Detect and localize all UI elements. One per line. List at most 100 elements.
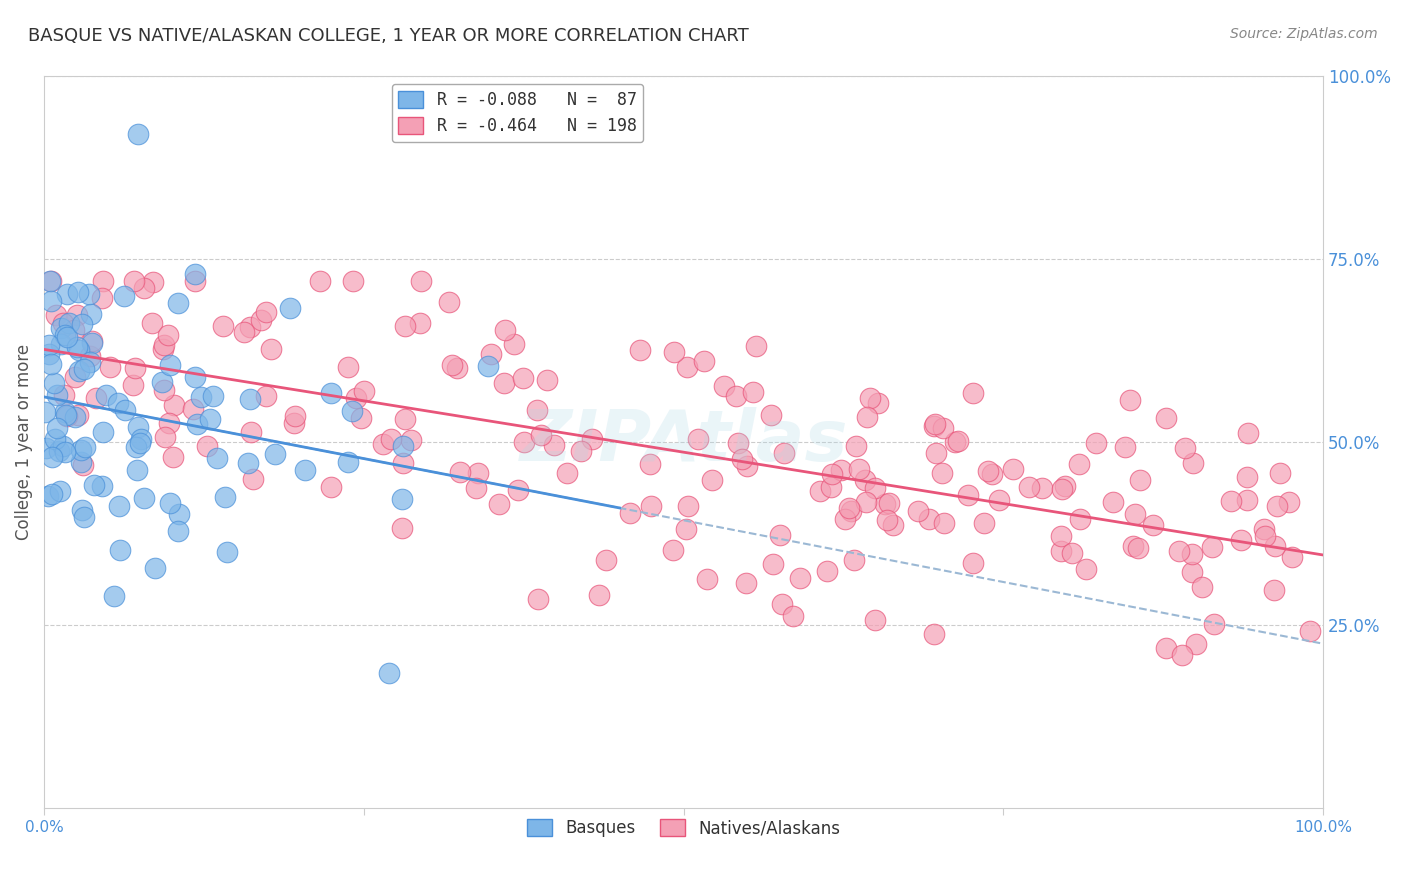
Point — [1114, 440, 1136, 454]
Point — [569, 443, 592, 458]
Point — [924, 446, 946, 460]
Point — [1236, 493, 1258, 508]
Point — [619, 506, 641, 520]
Point — [918, 512, 941, 526]
Point — [536, 373, 558, 387]
Point — [69, 364, 91, 378]
Point — [134, 281, 156, 295]
Point — [46, 387, 69, 401]
Point — [121, 377, 143, 392]
Point — [543, 438, 565, 452]
Point — [65, 340, 87, 354]
Point — [39, 357, 62, 371]
Point — [1171, 648, 1194, 662]
Point — [924, 419, 946, 434]
Point — [132, 491, 155, 506]
Point — [39, 274, 62, 288]
Point — [236, 456, 259, 470]
Point — [319, 480, 342, 494]
Point — [924, 417, 946, 431]
Point — [166, 524, 188, 538]
Point — [38, 346, 60, 360]
Point — [980, 467, 1002, 482]
Point — [283, 417, 305, 431]
Point — [159, 359, 181, 373]
Point — [855, 494, 877, 508]
Point — [37, 489, 59, 503]
Point — [110, 543, 132, 558]
Point — [91, 291, 114, 305]
Point — [762, 558, 785, 572]
Point — [742, 384, 765, 399]
Point — [1050, 483, 1073, 497]
Point — [628, 343, 651, 358]
Point — [278, 301, 301, 316]
Point — [527, 591, 550, 606]
Point — [55, 408, 77, 422]
Point — [34, 405, 56, 419]
Point — [977, 464, 1000, 478]
Point — [1230, 533, 1253, 547]
Point — [838, 500, 860, 515]
Point — [239, 392, 262, 406]
Point — [254, 389, 277, 403]
Point — [696, 572, 718, 586]
Point — [512, 371, 534, 385]
Point — [1128, 541, 1150, 555]
Point — [1123, 507, 1146, 521]
Point — [212, 318, 235, 333]
Point — [63, 370, 86, 384]
Point — [239, 425, 262, 439]
Point — [1031, 481, 1053, 495]
Point — [38, 338, 60, 352]
Point — [713, 378, 735, 392]
Point — [91, 274, 114, 288]
Point — [735, 576, 758, 591]
Point — [124, 274, 146, 288]
Point — [80, 307, 103, 321]
Point — [446, 360, 468, 375]
Point — [63, 323, 86, 337]
Point — [186, 417, 208, 432]
Point — [506, 483, 529, 497]
Point — [103, 589, 125, 603]
Point — [391, 491, 413, 506]
Point — [834, 512, 856, 526]
Point — [1054, 479, 1077, 493]
Point — [987, 492, 1010, 507]
Point — [53, 327, 76, 342]
Point — [943, 435, 966, 450]
Point — [675, 522, 697, 536]
Point — [1236, 469, 1258, 483]
Point — [1002, 462, 1025, 476]
Point — [58, 316, 80, 330]
Point — [83, 477, 105, 491]
Point — [526, 402, 548, 417]
Point — [815, 564, 838, 578]
Point — [344, 392, 367, 406]
Point — [449, 465, 471, 479]
Point — [688, 432, 710, 446]
Point — [41, 450, 63, 464]
Point — [1049, 544, 1071, 558]
Point — [789, 571, 811, 585]
Point — [408, 316, 430, 330]
Point — [141, 316, 163, 330]
Point — [856, 410, 879, 425]
Point — [1204, 616, 1226, 631]
Point — [65, 309, 87, 323]
Point — [198, 412, 221, 426]
Point — [391, 521, 413, 535]
Point — [143, 561, 166, 575]
Point — [215, 545, 238, 559]
Point — [724, 389, 747, 403]
Point — [693, 354, 716, 368]
Point — [1167, 543, 1189, 558]
Point — [1156, 641, 1178, 656]
Point — [1069, 512, 1091, 526]
Point — [45, 420, 67, 434]
Point — [153, 338, 176, 352]
Point — [465, 481, 488, 495]
Point — [353, 384, 375, 399]
Point — [70, 455, 93, 469]
